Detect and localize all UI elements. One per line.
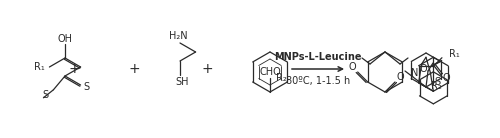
Text: R₁: R₁ bbox=[34, 62, 44, 72]
Text: O: O bbox=[442, 73, 450, 83]
Text: R₁: R₁ bbox=[449, 49, 460, 59]
Text: +: + bbox=[68, 62, 80, 76]
Text: OH: OH bbox=[58, 34, 72, 44]
Text: H₂N: H₂N bbox=[168, 31, 188, 41]
Text: R₂: R₂ bbox=[276, 73, 287, 83]
Text: S: S bbox=[84, 82, 89, 92]
Text: O: O bbox=[349, 62, 356, 72]
Text: +: + bbox=[201, 62, 213, 76]
Text: CHO: CHO bbox=[259, 67, 281, 77]
Text: +: + bbox=[128, 62, 140, 76]
Text: S: S bbox=[435, 77, 441, 87]
Text: N: N bbox=[412, 68, 419, 78]
Text: S: S bbox=[42, 90, 48, 100]
Text: 80ºC, 1-1.5 h: 80ºC, 1-1.5 h bbox=[286, 76, 350, 86]
Text: O: O bbox=[420, 64, 428, 75]
Text: R₂: R₂ bbox=[431, 81, 442, 91]
Text: O: O bbox=[396, 72, 404, 82]
Text: SH: SH bbox=[176, 77, 189, 87]
Text: MNPs-L-Leucine: MNPs-L-Leucine bbox=[274, 52, 362, 62]
